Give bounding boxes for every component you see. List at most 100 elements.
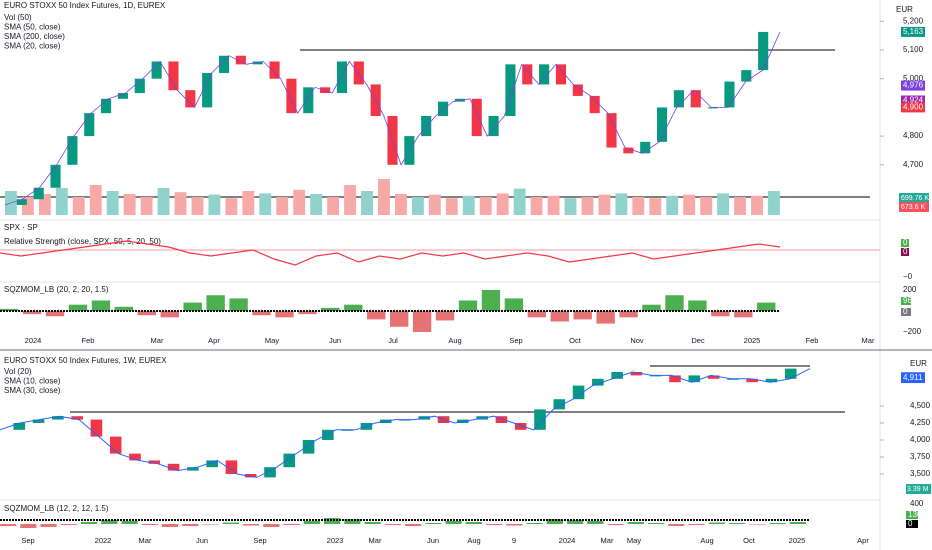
title: EURO STOXX 50 Index Futures, 1D, EUREX: [4, 1, 166, 10]
volume-label: [906, 484, 931, 494]
y-tick-label: 400: [910, 499, 924, 508]
x-tick-label: May: [627, 536, 641, 545]
sqz-bar: [465, 522, 482, 524]
candle: [264, 467, 276, 478]
sqz-bar: [60, 524, 77, 525]
y-tick-label: 4,250: [910, 418, 931, 427]
sqz-bar: [665, 295, 684, 311]
volume-bar: [140, 197, 153, 215]
x-tick-label: Oct: [743, 536, 756, 545]
sqz-bar: [550, 311, 569, 322]
rs-label: [901, 248, 909, 256]
candle: [168, 61, 179, 91]
sqz-bar: [526, 523, 543, 524]
candle: [592, 378, 604, 386]
price-label-text: 4,911: [903, 373, 923, 382]
volume-bar: [411, 197, 424, 215]
sqz-bar: [384, 524, 401, 525]
x-tick-label: Jul: [388, 336, 398, 345]
sqz-bar: [321, 307, 340, 311]
candle: [690, 90, 701, 108]
sqz-bar: [137, 311, 156, 316]
volume-bar: [547, 195, 560, 215]
currency: EUR: [896, 5, 913, 14]
volume-bar: [89, 185, 102, 215]
candle: [218, 55, 230, 73]
x-tick-label: Sep: [253, 536, 266, 545]
sqz-label: [901, 308, 911, 316]
candle: [202, 72, 213, 108]
volume-bar: [174, 192, 187, 215]
volume-bar: [649, 198, 662, 215]
sqz-bar: [711, 311, 730, 317]
candle: [32, 419, 45, 423]
candle: [522, 64, 533, 85]
sqz-bar: [202, 524, 219, 525]
volume-bar: [242, 191, 255, 215]
volume-label-text: 673.6 K: [901, 204, 925, 211]
candle: [514, 423, 527, 430]
volume-bar: [530, 197, 543, 215]
candle: [495, 416, 508, 423]
price-label-text: 4,924: [903, 96, 924, 105]
volume-bar: [581, 197, 594, 215]
volume-bar: [615, 193, 628, 215]
candle: [225, 460, 238, 474]
candle: [572, 385, 585, 400]
volume-bar: [310, 194, 323, 215]
sqz-bar: [367, 311, 386, 320]
x-tick-label: Mar: [601, 536, 614, 545]
sqz-bar: [573, 311, 592, 320]
candle: [71, 416, 83, 420]
volume-bar: [496, 193, 509, 215]
sqz-label-text: 136: [908, 510, 922, 519]
sqz-bar: [435, 311, 455, 321]
sqz-bar: [101, 520, 118, 524]
candle: [13, 423, 26, 430]
x-tick-label: Sep: [509, 336, 522, 345]
candle: [765, 378, 778, 383]
sqz-bar: [619, 311, 638, 318]
sqz-bar: [182, 524, 199, 526]
sqz-bar: [769, 523, 786, 524]
candle: [555, 64, 567, 85]
volume-bar: [445, 198, 458, 215]
sqz-bar: [206, 295, 225, 311]
x-tick-label: Oct: [569, 336, 582, 345]
volume-bar: [21, 197, 34, 215]
x-tick-label: 2025: [789, 536, 806, 545]
volume-bar: [598, 194, 611, 215]
candle: [707, 375, 720, 379]
x-tick-label: Apr: [208, 336, 220, 345]
sqz-bar: [749, 524, 766, 525]
rs-label-text: −0: [903, 272, 913, 281]
price-label-text: 4,976: [903, 81, 924, 90]
volume-bar: [734, 197, 746, 215]
x-tick-label: Dec: [691, 336, 705, 345]
sqz-bar: [425, 523, 442, 524]
candle: [421, 116, 432, 137]
legend-item: Vol (50): [4, 13, 32, 22]
volume-bar: [361, 191, 373, 215]
candle: [539, 64, 550, 85]
candle: [758, 31, 769, 71]
volume-bar: [157, 188, 170, 215]
legend-item: SMA (200, close): [4, 32, 65, 41]
legend-item: SMA (20, close): [4, 42, 61, 51]
candle: [109, 436, 122, 454]
sqz-bar: [412, 311, 432, 332]
candle: [269, 61, 280, 79]
x-tick-label: Sep: [21, 536, 34, 545]
x-tick-label: Apr: [857, 536, 869, 545]
legend-item: SMA (10, close): [4, 377, 61, 386]
sqz-bar: [364, 522, 381, 524]
candle: [320, 87, 331, 94]
y-tick-label: 3,750: [910, 452, 931, 461]
sqz-label-text: 0: [903, 307, 908, 316]
volume-label-text: 699.76 K: [901, 195, 929, 202]
sqz-bar: [596, 311, 615, 324]
x-tick-label: 2024: [559, 536, 576, 545]
price-label: [901, 26, 925, 37]
